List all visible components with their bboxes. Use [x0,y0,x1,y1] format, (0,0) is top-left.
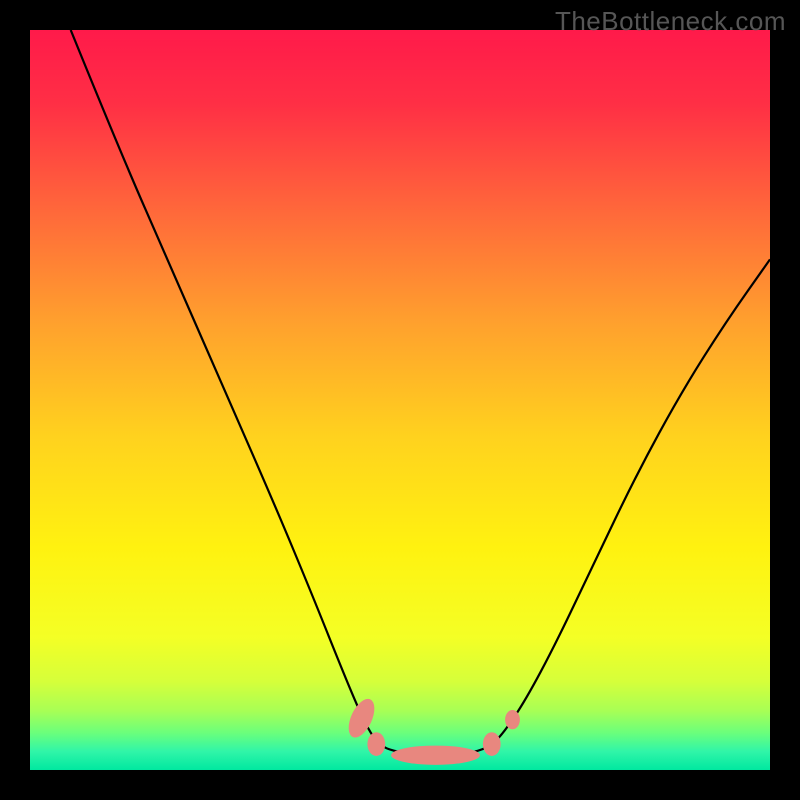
trough-marker [483,732,501,756]
chart-svg [30,30,770,770]
bottleneck-curve [71,30,770,755]
trough-marker [505,710,520,729]
plot-area [30,30,770,770]
trough-marker [367,732,385,756]
watermark-text: TheBottleneck.com [555,6,786,37]
trough-marker [391,746,480,765]
